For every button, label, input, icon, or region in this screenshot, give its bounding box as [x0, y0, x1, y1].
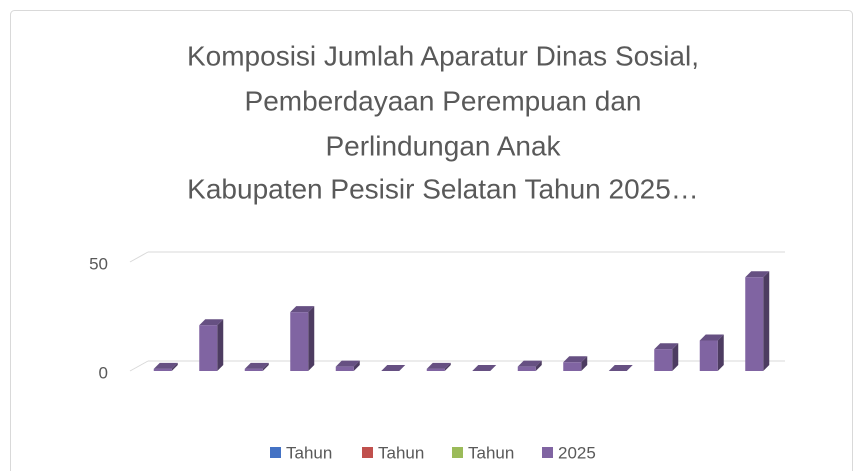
bar-top: [153, 362, 178, 369]
bar-side: [308, 306, 315, 371]
bar-side: [672, 343, 679, 371]
bar: [335, 366, 354, 371]
bar: [244, 368, 263, 371]
legend-label: Tahun: [286, 443, 332, 462]
bar: [199, 325, 218, 371]
grid-line-depth: [129, 360, 149, 372]
bar: [290, 312, 309, 371]
bar: [153, 368, 172, 371]
title-line: Kabupaten Pesisir Selatan Tahun 2025…: [187, 173, 699, 204]
bar-side: [353, 360, 360, 371]
legend-label: 2025: [558, 443, 596, 462]
legend-swatch: [452, 447, 463, 458]
bar-top: [745, 271, 770, 278]
bar-top: [699, 334, 724, 341]
bar: [563, 362, 582, 371]
legend-swatch: [542, 447, 553, 458]
bar-side: [262, 362, 269, 371]
legend-swatch: [270, 447, 281, 458]
bar-top: [290, 306, 315, 313]
bar: [745, 277, 764, 371]
y-tick-label: 0: [99, 363, 108, 382]
bar-top: [199, 319, 224, 326]
chart-border: [10, 10, 853, 471]
bar-top: [654, 343, 679, 350]
title-line: Pemberdayaan Perempuan dan: [245, 85, 642, 116]
legend-label: Tahun: [378, 443, 424, 462]
bar-top: [608, 365, 633, 371]
chart-title: Komposisi Jumlah Aparatur Dinas Sosial, P…: [187, 40, 699, 204]
title-line: Komposisi Jumlah Aparatur Dinas Sosial,: [187, 40, 699, 71]
bar-top: [381, 365, 406, 371]
legend-swatch: [362, 447, 373, 458]
bar-top: [472, 365, 497, 371]
bar: [426, 368, 445, 371]
bar-top: [563, 356, 588, 363]
bar-side: [763, 271, 770, 371]
bar: [699, 340, 718, 371]
bar-side: [581, 356, 588, 371]
y-tick-label: 50: [89, 254, 108, 273]
bar: [517, 366, 536, 371]
title-line: Perlindungan Anak: [325, 130, 561, 161]
bar-top: [517, 360, 542, 367]
legend-label: Tahun: [468, 443, 514, 462]
bar-side: [717, 334, 724, 371]
grid-line-depth: [129, 251, 149, 263]
bar: [654, 349, 673, 371]
bar-top: [426, 362, 451, 369]
bar-side: [217, 319, 224, 371]
bar-side: [444, 362, 451, 371]
bar-top: [244, 362, 269, 369]
bar-side: [535, 360, 542, 371]
bar-side: [171, 362, 178, 371]
bar-top: [335, 360, 360, 367]
